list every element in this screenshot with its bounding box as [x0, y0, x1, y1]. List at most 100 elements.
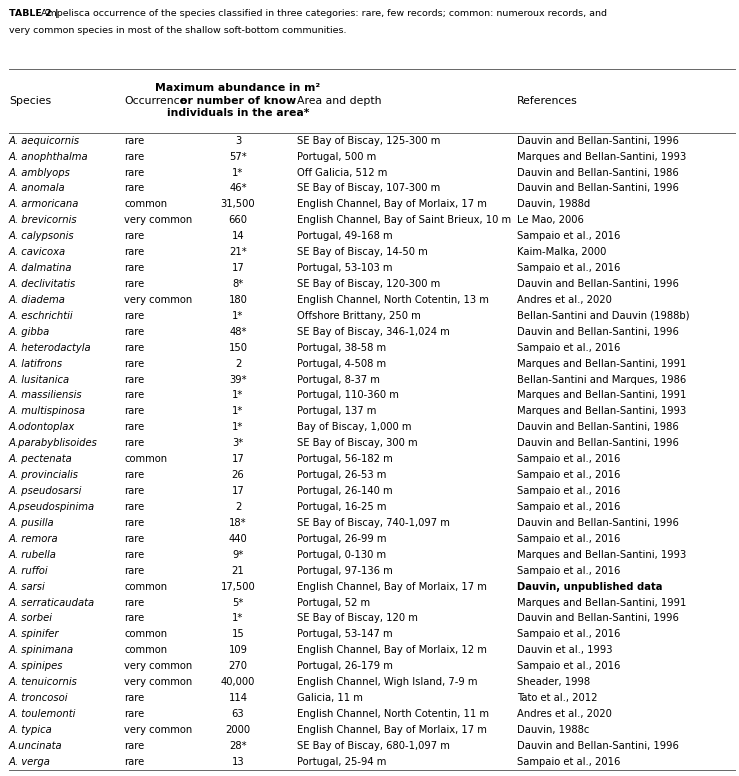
Text: 270: 270 — [228, 661, 248, 671]
Text: 15: 15 — [231, 629, 245, 639]
Text: A. toulemonti: A. toulemonti — [9, 709, 76, 719]
Text: Le Mao, 2006: Le Mao, 2006 — [517, 215, 584, 225]
Text: rare: rare — [124, 247, 144, 257]
Text: rare: rare — [124, 311, 144, 320]
Text: rare: rare — [124, 359, 144, 369]
Text: A. eschrichtii: A. eschrichtii — [9, 311, 73, 320]
Text: A. diadema: A. diadema — [9, 295, 66, 305]
Text: Area and depth: Area and depth — [297, 96, 381, 106]
Text: SE Bay of Biscay, 14-50 m: SE Bay of Biscay, 14-50 m — [297, 247, 428, 257]
Text: English Channel, Bay of Morlaix, 17 m: English Channel, Bay of Morlaix, 17 m — [297, 199, 487, 210]
Text: common: common — [124, 629, 167, 639]
Text: 109: 109 — [228, 646, 248, 656]
Text: rare: rare — [124, 390, 144, 400]
Text: rare: rare — [124, 279, 144, 289]
Text: 1*: 1* — [232, 614, 244, 623]
Text: Sampaio et al., 2016: Sampaio et al., 2016 — [517, 486, 621, 496]
Text: A. brevicornis: A. brevicornis — [9, 215, 78, 225]
Text: 17: 17 — [231, 454, 245, 464]
Text: 660: 660 — [228, 215, 248, 225]
Text: rare: rare — [124, 598, 144, 608]
Text: Ampelisca occurrence of the species classified in three categories: rare, few re: Ampelisca occurrence of the species clas… — [41, 9, 607, 18]
Text: Tato et al., 2012: Tato et al., 2012 — [517, 693, 598, 703]
Text: Marques and Bellan-Santini, 1991: Marques and Bellan-Santini, 1991 — [517, 359, 687, 369]
Text: English Channel, Bay of Morlaix, 12 m: English Channel, Bay of Morlaix, 12 m — [297, 646, 487, 656]
Text: Portugal, 38-58 m: Portugal, 38-58 m — [297, 343, 386, 353]
Text: Off Galicia, 512 m: Off Galicia, 512 m — [297, 168, 387, 178]
Text: 1*: 1* — [232, 407, 244, 417]
Text: A. spinimana: A. spinimana — [9, 646, 74, 656]
Text: Dauvin and Bellan-Santini, 1986: Dauvin and Bellan-Santini, 1986 — [517, 168, 679, 178]
Text: 46*: 46* — [229, 183, 247, 193]
Text: 21: 21 — [231, 566, 245, 576]
Text: Portugal, 53-147 m: Portugal, 53-147 m — [297, 629, 392, 639]
Text: Portugal, 110-360 m: Portugal, 110-360 m — [297, 390, 399, 400]
Text: Maximum abundance in m²
or number of know
individuals in the area*: Maximum abundance in m² or number of kno… — [155, 84, 321, 118]
Text: SE Bay of Biscay, 300 m: SE Bay of Biscay, 300 m — [297, 438, 418, 449]
Text: rare: rare — [124, 566, 144, 576]
Text: A. spinifer: A. spinifer — [9, 629, 59, 639]
Text: rare: rare — [124, 470, 144, 480]
Text: A.uncinata: A.uncinata — [9, 741, 63, 751]
Text: Dauvin and Bellan-Santini, 1996: Dauvin and Bellan-Santini, 1996 — [517, 279, 679, 289]
Text: rare: rare — [124, 693, 144, 703]
Text: common: common — [124, 199, 167, 210]
Text: Bellan-Santini and Marques, 1986: Bellan-Santini and Marques, 1986 — [517, 375, 687, 385]
Text: SE Bay of Biscay, 120 m: SE Bay of Biscay, 120 m — [297, 614, 418, 623]
Text: A. rubella: A. rubella — [9, 549, 57, 559]
Text: A. anomala: A. anomala — [9, 183, 66, 193]
Text: Sheader, 1998: Sheader, 1998 — [517, 677, 590, 688]
Text: Bellan-Santini and Dauvin (1988b): Bellan-Santini and Dauvin (1988b) — [517, 311, 689, 320]
Text: Dauvin and Bellan-Santini, 1996: Dauvin and Bellan-Santini, 1996 — [517, 438, 679, 449]
Text: rare: rare — [124, 534, 144, 544]
Text: very common species in most of the shallow soft-bottom communities.: very common species in most of the shall… — [9, 26, 347, 35]
Text: English Channel, Wigh Island, 7-9 m: English Channel, Wigh Island, 7-9 m — [297, 677, 477, 688]
Text: 63: 63 — [231, 709, 245, 719]
Text: SE Bay of Biscay, 125-300 m: SE Bay of Biscay, 125-300 m — [297, 136, 440, 146]
Text: common: common — [124, 582, 167, 591]
Text: A. calypsonis: A. calypsonis — [9, 231, 75, 241]
Text: rare: rare — [124, 231, 144, 241]
Text: A. pusilla: A. pusilla — [9, 518, 55, 528]
Text: A. provincialis: A. provincialis — [9, 470, 79, 480]
Text: 39*: 39* — [229, 375, 247, 385]
Text: Portugal, 8-37 m: Portugal, 8-37 m — [297, 375, 380, 385]
Text: common: common — [124, 454, 167, 464]
Text: Dauvin and Bellan-Santini, 1996: Dauvin and Bellan-Santini, 1996 — [517, 518, 679, 528]
Text: 17,500: 17,500 — [220, 582, 256, 591]
Text: English Channel, North Cotentin, 11 m: English Channel, North Cotentin, 11 m — [297, 709, 489, 719]
Text: 28*: 28* — [229, 741, 247, 751]
Text: Marques and Bellan-Santini, 1991: Marques and Bellan-Santini, 1991 — [517, 598, 687, 608]
Text: Portugal, 16-25 m: Portugal, 16-25 m — [297, 502, 386, 512]
Text: Marques and Bellan-Santini, 1993: Marques and Bellan-Santini, 1993 — [517, 549, 687, 559]
Text: Dauvin and Bellan-Santini, 1996: Dauvin and Bellan-Santini, 1996 — [517, 741, 679, 751]
Text: A. remora: A. remora — [9, 534, 58, 544]
Text: English Channel, North Cotentin, 13 m: English Channel, North Cotentin, 13 m — [297, 295, 489, 305]
Text: 150: 150 — [228, 343, 248, 353]
Text: very common: very common — [124, 725, 192, 735]
Text: Dauvin, 1988c: Dauvin, 1988c — [517, 725, 590, 735]
Text: 1*: 1* — [232, 422, 244, 432]
Text: A. latifrons: A. latifrons — [9, 359, 63, 369]
Text: Portugal, 56-182 m: Portugal, 56-182 m — [297, 454, 393, 464]
Text: Sampaio et al., 2016: Sampaio et al., 2016 — [517, 454, 621, 464]
Text: common: common — [124, 646, 167, 656]
Text: Portugal, 49-168 m: Portugal, 49-168 m — [297, 231, 392, 241]
Text: Portugal, 97-136 m: Portugal, 97-136 m — [297, 566, 393, 576]
Text: Portugal, 500 m: Portugal, 500 m — [297, 151, 376, 161]
Text: rare: rare — [124, 151, 144, 161]
Text: very common: very common — [124, 677, 192, 688]
Text: 5*: 5* — [232, 598, 244, 608]
Text: rare: rare — [124, 375, 144, 385]
Text: very common: very common — [124, 295, 192, 305]
Text: 3: 3 — [235, 136, 241, 146]
Text: A. verga: A. verga — [9, 757, 51, 767]
Text: 13: 13 — [231, 757, 245, 767]
Text: rare: rare — [124, 502, 144, 512]
Text: A. pseudosarsi: A. pseudosarsi — [9, 486, 82, 496]
Text: rare: rare — [124, 741, 144, 751]
Text: Andres et al., 2020: Andres et al., 2020 — [517, 295, 612, 305]
Text: Portugal, 4-508 m: Portugal, 4-508 m — [297, 359, 386, 369]
Text: rare: rare — [124, 407, 144, 417]
Text: Sampaio et al., 2016: Sampaio et al., 2016 — [517, 661, 621, 671]
